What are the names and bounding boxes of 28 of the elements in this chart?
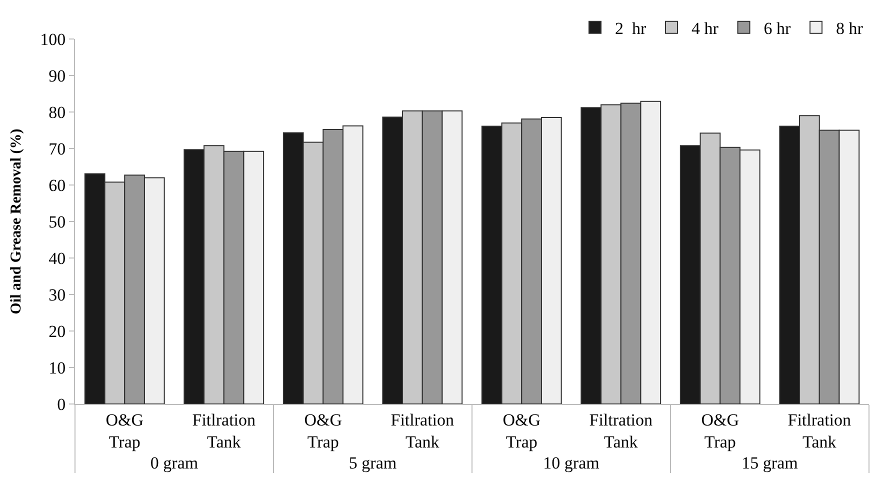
x-tick-label: O&G Trap	[304, 410, 342, 452]
y-tick-label: 50	[48, 212, 66, 232]
x-tick-label: O&G Trap	[106, 410, 144, 452]
x-tick-label: O&G Trap	[701, 410, 740, 452]
y-tick-label: 60	[48, 176, 66, 195]
y-tick-label: 40	[48, 248, 66, 268]
y-tick-label: 10	[48, 358, 66, 378]
y-tick-label: 100	[40, 30, 66, 49]
x-tick-label: Filtration Tank	[589, 410, 654, 452]
y-tick-label: 90	[48, 66, 66, 86]
x-tick-label: Fitlration Tank	[788, 410, 852, 452]
x-tick-label: Fitlration Tank	[192, 410, 256, 452]
text: 15 gram	[742, 454, 798, 472]
legend-label: 8 hr	[836, 18, 864, 38]
legend-label: 2 hr	[615, 18, 646, 38]
y-tick-label: 70	[48, 139, 66, 158]
y-tick-label: 0	[57, 394, 66, 414]
text: 0 gram	[150, 454, 198, 472]
y-tick-label: 80	[48, 102, 66, 122]
legend-label: 4 hr	[692, 18, 719, 38]
x-tick-label: Fitlration Tank	[390, 410, 455, 452]
x-tick-label: O&G Trap	[502, 410, 541, 452]
legend-label: 6 hr	[764, 18, 791, 38]
text: 5 gram	[348, 454, 397, 472]
text: 10 gram	[543, 454, 600, 472]
y-tick-label: 20	[48, 322, 66, 341]
y-axis-title: Oil and Grease Removal (%)	[8, 128, 24, 314]
y-tick-label: 30	[48, 285, 66, 304]
